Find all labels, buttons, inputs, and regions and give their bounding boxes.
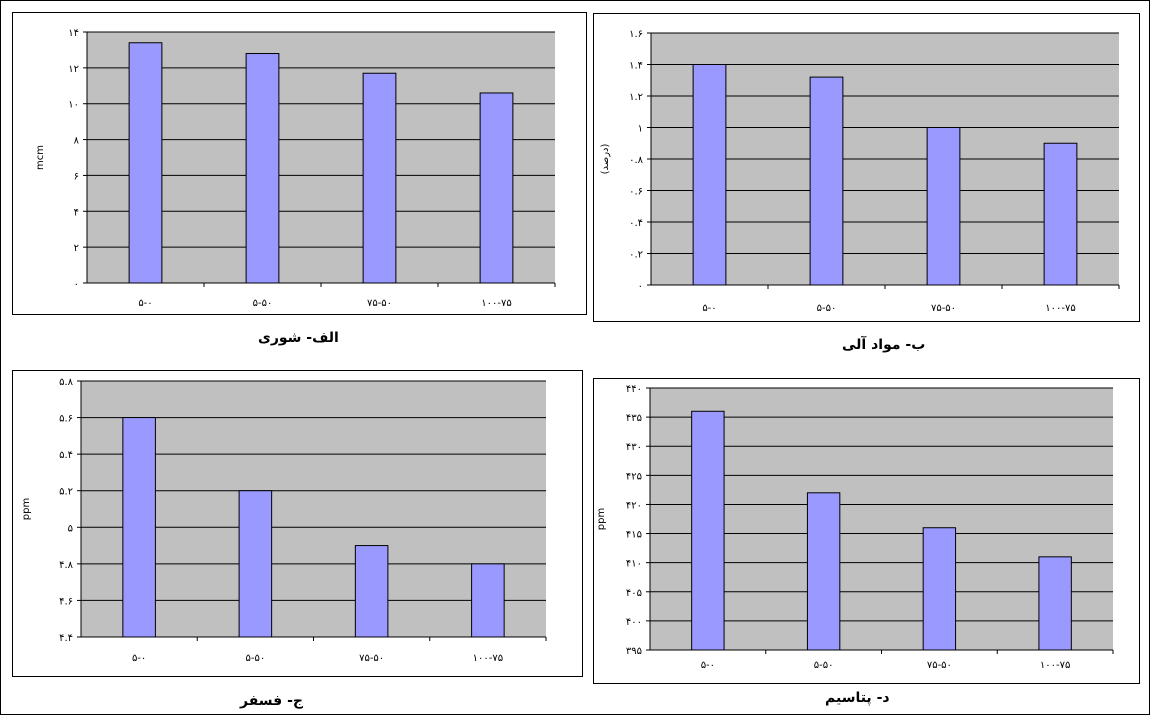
y-tick-label: ۴۰۰ [626,617,642,628]
x-tick-label: ۷۵-۵۰ [367,298,392,309]
chart-panel-organic-matter: ۰ ۰.۲ ۰.۴ ۰.۶ ۰.۸ ۱ ۱.۲ ۱.۴ ۱.۶ ۵-۰ ۵-۵۰ ۷۵-۵۰ ۱۰۰-۷… [593,13,1140,322]
y-axis-title: (درصد) [600,143,611,174]
caption-salinity: الف- شوری [258,330,339,346]
plot-area [650,388,1113,650]
x-tick-label: ۱۰۰-۷۵ [481,298,511,309]
bar [806,492,841,651]
bar [926,127,961,286]
y-tick-label: ۵.۲ [59,487,73,498]
y-tick-label: ۰ [74,279,79,290]
bar [354,545,389,638]
y-tick-label: ۱۰ [68,100,79,111]
x-tick-label: ۷۵-۵۰ [359,653,384,664]
bar [245,53,280,284]
y-tick-label: ۰.۶ [629,187,643,198]
x-tick-label: ۷۵-۵۰ [931,303,956,314]
bar [128,42,163,284]
salinity-bar-chart: ۰ ۲ ۴ ۶ ۸ ۱۰ ۱۲ ۱۴ ۵-۰ ۵-۵۰ ۷۵-۵۰ ۱۰۰-۷۵ mcm [35,28,556,309]
y-tick-label: ۵ [68,523,73,534]
y-axis-title: ppm [596,508,607,530]
y-tick-label: ۰.۸ [629,155,644,166]
y-tick-label: ۴۳۵ [626,413,642,424]
chart-panel-phosphorus: ۴.۴ ۴.۶ ۴.۸ ۵ ۵.۲ ۵.۴ ۵.۶ ۵.۸ ۵-۰ ۵-۵۰ ۷۵-۵۰ ۱۰۰-۷۵… [12,370,583,677]
x-tick-label: ۱۰۰-۷۵ [473,653,503,664]
y-tick-label: ۱.۶ [629,29,643,40]
bar [691,410,725,651]
y-tick-label: ۱۲ [68,64,79,75]
y-tick-label: ۵.۸ [59,377,74,388]
potassium-bar-chart: ۳۹۵ ۴۰۰ ۴۰۵ ۴۱۰ ۴۱۵ ۴۲۰ ۴۲۵ ۴۳۰ ۴۳۵ ۴۴۰ ۵-۰ ۵-۵۰ ۷۵-… [596,384,1114,671]
y-tick-label: ۴.۴ [59,633,73,644]
y-tick-label: ۴۱۵ [626,530,642,541]
bar [238,490,273,638]
caption-potassium: د- پتاسیم [825,690,890,706]
x-tick-label: ۵-۵۰ [814,660,834,671]
y-tick-label: ۱.۲ [629,92,643,103]
y-tick-label: ۲ [74,243,79,254]
plot-area [87,32,555,283]
bar [922,527,957,651]
bar [479,92,514,284]
x-tick-label: ۱۰۰-۷۵ [1040,660,1070,671]
y-tick-label: ۴ [74,207,79,218]
x-tick-label: ۷۵-۵۰ [927,660,952,671]
y-tick-label: ۱.۴ [629,61,643,72]
x-tick-label: ۵-۰ [138,298,152,309]
y-tick-label: ۵.۶ [59,414,73,425]
y-axis-title: mcm [35,145,46,170]
y-tick-label: ۴۴۰ [626,384,642,395]
y-tick-label: ۸ [74,136,80,147]
y-tick-label: ۴.۶ [59,596,73,607]
bar [692,64,727,286]
y-tick-label: ۶ [74,171,79,182]
y-tick-label: ۴۲۵ [626,471,642,482]
x-tick-label: ۵-۵۰ [246,653,266,664]
y-axis-title: ppm [21,498,32,520]
y-tick-label: ۱ [638,124,643,135]
x-tick-label: ۵-۰ [702,303,716,314]
bar [809,76,844,286]
y-tick-label: ۳۹۵ [626,646,642,657]
y-tick-label: ۴۰۵ [626,588,642,599]
y-tick-label: ۵.۴ [59,450,73,461]
x-tick-label: ۱۰۰-۷۵ [1045,303,1075,314]
x-tick-label: ۵-۵۰ [817,303,837,314]
x-tick-label: ۵-۵۰ [253,298,273,309]
plot-area [81,381,546,637]
x-tick-label: ۵-۰ [701,660,715,671]
y-tick-label: ۴۳۰ [626,442,642,453]
bar [362,72,397,284]
caption-phosphorus: ج- فسفر [240,693,303,709]
y-tick-label: ۰.۲ [629,250,643,261]
chart-panel-potassium: ۳۹۵ ۴۰۰ ۴۰۵ ۴۱۰ ۴۱۵ ۴۲۰ ۴۲۵ ۴۳۰ ۴۳۵ ۴۴۰ ۵-۰ ۵-۵۰ ۷۵-… [593,378,1140,684]
y-tick-label: ۴۱۰ [626,559,642,570]
phosphorus-bar-chart: ۴.۴ ۴.۶ ۴.۸ ۵ ۵.۲ ۵.۴ ۵.۶ ۵.۸ ۵-۰ ۵-۵۰ ۷۵-۵۰ ۱۰۰-۷۵… [21,377,547,664]
y-tick-label: ۰.۴ [629,218,643,229]
caption-organic-matter: ب- مواد آلی [842,337,926,353]
bar [1038,556,1072,651]
bar [122,417,156,638]
y-tick-label: ۴.۸ [59,560,74,571]
bar [471,563,505,638]
organic-matter-bar-chart: ۰ ۰.۲ ۰.۴ ۰.۶ ۰.۸ ۱ ۱.۲ ۱.۴ ۱.۶ ۵-۰ ۵-۵۰ ۷۵-۵۰ ۱۰۰-۷… [600,29,1120,314]
y-tick-label: ۴۲۰ [626,500,642,511]
y-tick-label: ۱۴ [68,28,79,39]
chart-panel-salinity: ۰ ۲ ۴ ۶ ۸ ۱۰ ۱۲ ۱۴ ۵-۰ ۵-۵۰ ۷۵-۵۰ ۱۰۰-۷۵ mcm [12,12,587,315]
bar [1043,142,1078,286]
y-tick-label: ۰ [638,281,643,292]
x-tick-label: ۵-۰ [132,653,146,664]
